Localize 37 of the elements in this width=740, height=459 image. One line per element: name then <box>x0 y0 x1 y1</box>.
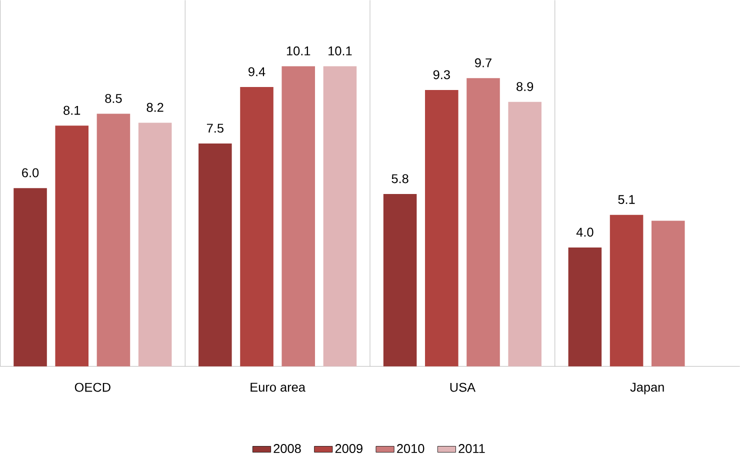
bar <box>240 87 274 366</box>
x-tick-label: USA <box>450 382 476 392</box>
bar <box>568 248 602 366</box>
data-label: 9.7 <box>475 58 492 68</box>
data-label: 8.9 <box>516 82 534 92</box>
data-label: 10.1 <box>286 46 310 56</box>
bar <box>138 122 172 366</box>
x-tick-label: Euro area <box>250 382 306 392</box>
legend-label: 2009 <box>335 444 362 454</box>
data-label: 9.3 <box>433 70 450 80</box>
data-label: 4.0 <box>576 228 594 237</box>
bar <box>282 66 315 366</box>
bar <box>425 90 458 366</box>
bar <box>652 220 685 366</box>
x-tick-label: OECD <box>74 382 110 392</box>
bar <box>323 66 357 366</box>
bar <box>198 144 232 366</box>
data-label: 6.0 <box>22 168 39 178</box>
bar <box>14 188 47 366</box>
x-tick-label: Japan <box>630 382 664 394</box>
bar <box>96 114 130 366</box>
bar <box>466 78 500 366</box>
data-label: 8.1 <box>64 106 80 115</box>
bar <box>383 194 417 366</box>
data-label: 10.1 <box>328 46 352 56</box>
legend-label: 2011 <box>458 444 485 454</box>
bar <box>610 214 644 366</box>
data-label: 5.8 <box>392 174 408 184</box>
legend-label: 2008 <box>274 444 301 454</box>
data-label: 8.2 <box>146 103 164 112</box>
legend-label: 2010 <box>397 444 424 454</box>
data-label: 5.1 <box>618 195 635 204</box>
data-label: 7.5 <box>206 124 224 133</box>
bar <box>508 102 542 366</box>
data-label: 8.5 <box>105 94 122 104</box>
data-label: 9.4 <box>248 67 266 76</box>
bar <box>55 126 89 366</box>
